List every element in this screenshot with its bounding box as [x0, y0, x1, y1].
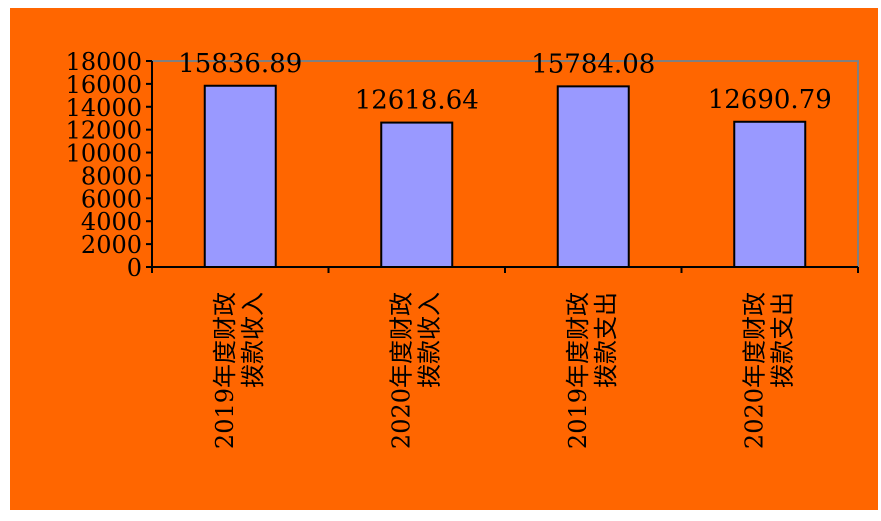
bars-group: [203, 84, 807, 269]
x-axis: 2019年度财政 拨款收入 2020年度财政 拨款收入 2019年度财政 拨款支出 2020…: [151, 266, 859, 449]
x-tick-label: 2020年度财政: [387, 292, 415, 449]
y-tick-label: 4000: [81, 208, 142, 236]
y-tick-label: 12000: [66, 117, 142, 145]
data-label-2: 12618.64: [355, 86, 479, 116]
data-label-3: 15784.08: [531, 49, 655, 79]
data-label-1: 15836.89: [178, 49, 302, 79]
x-tick-label: 2019年度财政: [564, 292, 592, 449]
x-category-label-1: 2019年度财政 拨款收入: [211, 292, 267, 449]
x-category-label-4: 2020年度财政 拨款支出: [740, 292, 796, 449]
bar-1: [203, 84, 277, 269]
y-tick-label: 10000: [66, 140, 142, 168]
x-category-label-2: 2020年度财政 拨款收入: [387, 292, 443, 449]
data-labels-group: 15836.89 12618.64 15784.08 12690.79: [178, 49, 832, 116]
bar-3: [556, 85, 630, 268]
x-category-label-3: 2019年度财政 拨款支出: [564, 292, 620, 449]
y-tick-label: 18000: [66, 48, 142, 76]
data-label-4: 12690.79: [708, 85, 832, 115]
x-tick-label: 拨款收入: [239, 292, 267, 388]
y-tick-label: 16000: [66, 71, 142, 99]
bar-4: [733, 120, 807, 268]
x-tick-label: 2020年度财政: [740, 292, 768, 449]
x-tick-label: 2019年度财政: [211, 292, 239, 449]
y-tick-label: 2000: [81, 231, 142, 259]
y-tick-label: 6000: [81, 185, 142, 213]
y-axis: 0200040006000800010000120001400016000180…: [66, 48, 153, 282]
bar-2: [380, 121, 454, 269]
y-tick-label: 8000: [81, 162, 142, 190]
y-tick-label: 14000: [66, 94, 142, 122]
x-tick-label: 拨款收入: [415, 292, 443, 388]
x-tick-label: 拨款支出: [768, 292, 796, 388]
y-tick-label: 0: [127, 254, 142, 282]
x-tick-label: 拨款支出: [592, 292, 620, 388]
